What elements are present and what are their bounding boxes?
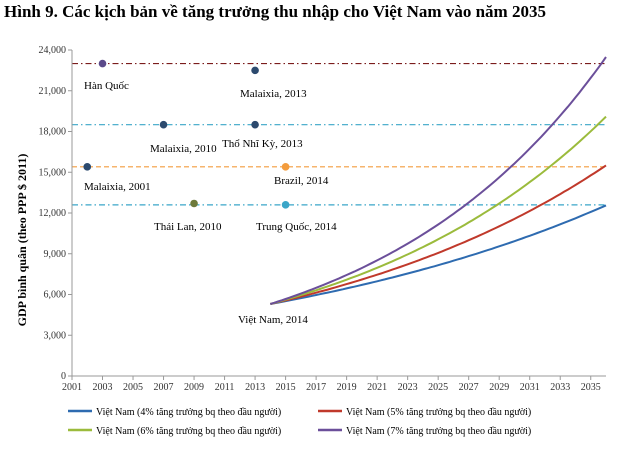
x-tick-label: 2031 xyxy=(520,382,540,393)
series-line xyxy=(270,56,607,305)
y-tick-label: 0 xyxy=(61,371,66,382)
x-tick-label: 2009 xyxy=(184,382,204,393)
data-point-label: Brazil, 2014 xyxy=(274,175,329,187)
data-point-label: Thổ Nhĩ Kỳ, 2013 xyxy=(222,138,303,150)
data-point xyxy=(281,163,290,171)
series-line xyxy=(270,204,607,305)
country-points xyxy=(83,59,290,209)
y-tick-label: 18,000 xyxy=(39,127,67,138)
x-tick-label: 2019 xyxy=(337,382,357,393)
x-tick-label: 2029 xyxy=(489,382,509,393)
x-tick-label: 2013 xyxy=(245,382,265,393)
y-axis-label: GDP bình quân (theo PPP $ 2011) xyxy=(15,154,29,327)
x-tick-label: 2001 xyxy=(62,382,82,393)
data-point xyxy=(83,163,92,171)
data-point-label: Malaixia, 2001 xyxy=(84,181,151,193)
data-point-label: Malaixia, 2013 xyxy=(240,88,307,100)
series-line xyxy=(270,115,607,305)
data-point-label: Trung Quốc, 2014 xyxy=(256,221,337,233)
data-point xyxy=(98,59,107,68)
y-tick-label: 9,000 xyxy=(44,249,67,260)
reference-lines xyxy=(72,62,606,206)
axes: 0 3,000 6,000 9,000 12,000 15,000 18,000 21,000… xyxy=(39,45,606,393)
vietnam-2014-annotation: Việt Nam, 2014 xyxy=(238,314,308,326)
data-point xyxy=(251,66,259,75)
x-tick-label: 2027 xyxy=(459,382,479,393)
legend-label: Việt Nam (5% tăng trưởng bq theo đầu ngư… xyxy=(346,407,531,418)
x-tick-label: 2025 xyxy=(428,382,448,393)
x-tick-label: 2035 xyxy=(581,382,601,393)
y-tick-label: 3,000 xyxy=(44,330,67,341)
legend-label: Việt Nam (4% tăng trưởng bq theo đầu ngư… xyxy=(96,407,281,418)
data-point-label: Hàn Quốc xyxy=(84,80,129,92)
data-point xyxy=(251,120,259,129)
x-tick-label: 2007 xyxy=(154,382,174,393)
legend-label: Việt Nam (7% tăng trưởng bq theo đầu ngư… xyxy=(346,426,531,437)
x-tick-label: 2033 xyxy=(550,382,570,393)
x-tick-label: 2003 xyxy=(93,382,113,393)
figure-title: Hình 9. Các kịch bản về tăng trưởng thu … xyxy=(4,2,546,21)
y-tick-label: 12,000 xyxy=(39,208,67,219)
x-tick-label: 2005 xyxy=(123,382,143,393)
legend-label: Việt Nam (6% tăng trưởng bq theo đầu ngư… xyxy=(96,426,281,437)
legend: Việt Nam (4% tăng trưởng bq theo đầu ngư… xyxy=(68,407,531,437)
data-point-label: Malaixia, 2010 xyxy=(150,143,217,155)
y-tick-label: 6,000 xyxy=(44,290,67,301)
x-tick-label: 2023 xyxy=(398,382,418,393)
y-tick-label: 21,000 xyxy=(39,86,67,97)
series-lines xyxy=(270,56,607,305)
y-tick-label: 15,000 xyxy=(39,167,67,178)
data-point xyxy=(190,199,198,208)
country-point-labels: Hàn Quốc Malaixia, 2013 Malaixia, 2010 Thổ … xyxy=(84,80,337,233)
x-tick-label: 2017 xyxy=(306,382,326,393)
x-tick-label: 2021 xyxy=(367,382,387,393)
x-tick-label: 2015 xyxy=(276,382,296,393)
x-tick-label: 2011 xyxy=(215,382,235,393)
y-tick-label: 24,000 xyxy=(39,45,67,56)
data-point xyxy=(159,120,168,129)
series-line xyxy=(270,164,607,305)
data-point xyxy=(281,201,290,209)
data-point-label: Thái Lan, 2010 xyxy=(154,221,222,233)
